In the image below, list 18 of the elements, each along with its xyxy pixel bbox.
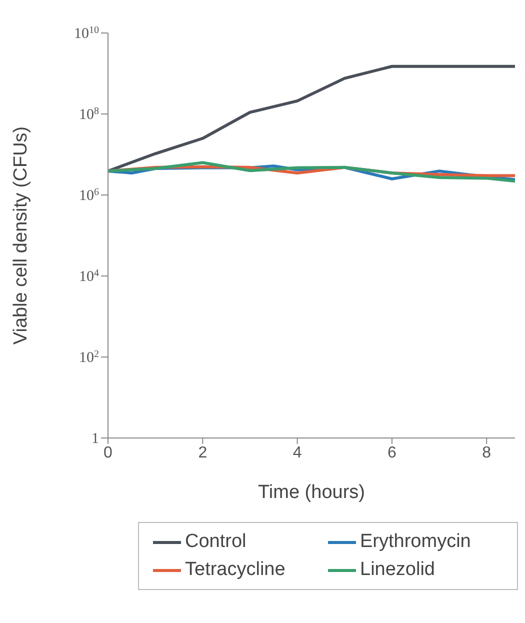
x-tick-label: 2 [198,444,208,462]
legend-label: Tetracycline [185,559,286,581]
y-tick-label: 10$^{10}$ [74,24,99,42]
y-tick-label: 1 [92,431,99,447]
y-tick-label: 10$^{4}$ [79,268,99,285]
x-tick-label: 4 [292,444,302,462]
legend-label: Erythromycin [360,531,471,553]
y-tick-label: 10$^{6}$ [79,186,99,204]
x-tick-label: 6 [388,444,396,462]
line-series [108,161,515,183]
x-tick-label: 0 [104,444,113,462]
y-tick-label: 10$^{8}$ [79,106,99,123]
y-axis-title: Viable cell density (CFUs) [10,126,32,345]
legend-label: Linezolid [360,559,435,581]
legend-label: Control [185,531,246,553]
y-tick-label: 10$^{2}$ [79,348,99,366]
x-tick-label: 8 [482,444,492,462]
x-axis-title: Time (hours) [258,482,365,503]
